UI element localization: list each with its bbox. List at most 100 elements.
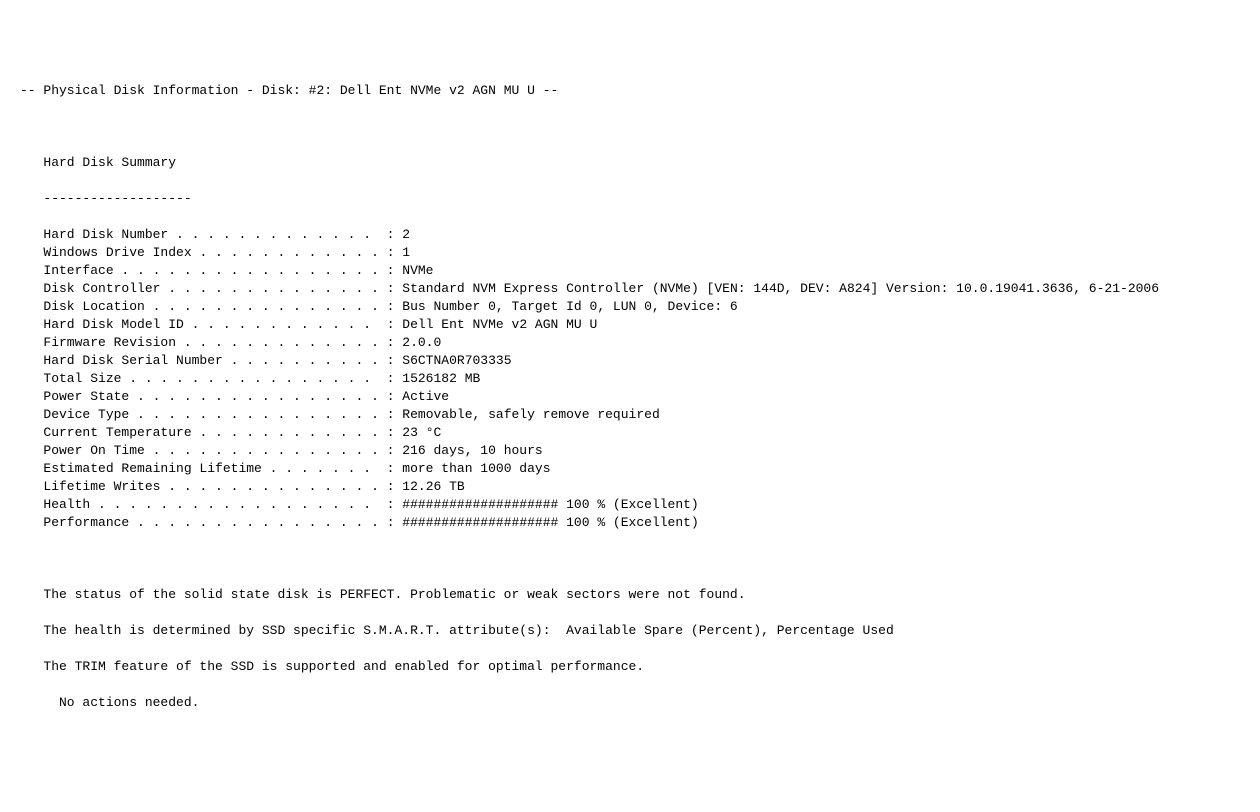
field-separator: : — [387, 281, 403, 296]
field-value: Dell Ent NVMe v2 AGN MU U — [402, 317, 597, 332]
field-separator: : — [387, 353, 403, 368]
field-value: #################### 100 % (Excellent) — [402, 515, 698, 530]
field-value: Active — [402, 389, 449, 404]
field-dots: . . . . . . . . . . . . . — [176, 335, 387, 350]
field-value: 1526182 MB — [402, 371, 480, 386]
field-row: Health . . . . . . . . . . . . . . . . .… — [20, 496, 1240, 514]
field-separator: : — [387, 407, 403, 422]
field-separator: : — [387, 497, 403, 512]
field-separator: : — [387, 515, 403, 530]
blank-line — [20, 118, 1240, 136]
field-value: 23 °C — [402, 425, 441, 440]
indent — [20, 245, 43, 260]
field-dots: . . . . . . . . . . . . . . — [160, 281, 386, 296]
field-value: 12.26 TB — [402, 479, 464, 494]
footer-line-2: The health is determined by SSD specific… — [20, 622, 1240, 640]
indent — [20, 497, 43, 512]
field-dots: . . . . . . . . . . . . — [184, 317, 387, 332]
field-value: Removable, safely remove required — [402, 407, 659, 422]
field-row: Hard Disk Number . . . . . . . . . . . .… — [20, 226, 1240, 244]
field-dots: . . . . . . . . . . . . . . . — [145, 443, 387, 458]
field-label: Performance — [43, 515, 129, 530]
field-dots: . . . . . . . . . . . . . . . . — [129, 515, 386, 530]
header-suffix: -- — [535, 83, 558, 98]
indent — [20, 479, 43, 494]
field-row: Performance . . . . . . . . . . . . . . … — [20, 514, 1240, 532]
indent — [20, 659, 43, 674]
indent — [20, 425, 43, 440]
footer-text: The TRIM feature of the SSD is supported… — [43, 659, 644, 674]
field-row: Hard Disk Model ID . . . . . . . . . . .… — [20, 316, 1240, 334]
indent — [20, 281, 43, 296]
footer-line-1: The status of the solid state disk is PE… — [20, 586, 1240, 604]
field-dots: . . . . . . . . . . . . . — [168, 227, 386, 242]
field-dots: . . . . . . . . . . — [223, 353, 387, 368]
field-value: 2 — [402, 227, 410, 242]
field-row: Total Size . . . . . . . . . . . . . . .… — [20, 370, 1240, 388]
section-title: Hard Disk Summary — [43, 155, 176, 170]
field-row: Disk Location . . . . . . . . . . . . . … — [20, 298, 1240, 316]
indent — [20, 443, 43, 458]
field-label: Current Temperature — [43, 425, 191, 440]
field-value: NVMe — [402, 263, 433, 278]
field-label: Disk Location — [43, 299, 144, 314]
blank-line — [20, 550, 1240, 568]
field-separator: : — [387, 299, 403, 314]
field-dots: . . . . . . . . . . . . . . . . — [129, 389, 386, 404]
field-label: Hard Disk Model ID — [43, 317, 183, 332]
field-label: Hard Disk Number — [43, 227, 168, 242]
indent — [20, 191, 43, 206]
field-separator: : — [387, 425, 403, 440]
field-row: Interface . . . . . . . . . . . . . . . … — [20, 262, 1240, 280]
section-title-line: Hard Disk Summary — [20, 154, 1240, 172]
field-separator: : — [387, 443, 403, 458]
field-dots: . . . . . . . . . . . . — [192, 425, 387, 440]
field-row: Device Type . . . . . . . . . . . . . . … — [20, 406, 1240, 424]
field-separator: : — [387, 245, 403, 260]
field-label: Power On Time — [43, 443, 144, 458]
footer-line-3: The TRIM feature of the SSD is supported… — [20, 658, 1240, 676]
field-value: more than 1000 days — [402, 461, 550, 476]
field-separator: : — [387, 389, 403, 404]
section-underline-line: ------------------- — [20, 190, 1240, 208]
field-dots: . . . . . . . . . . . . . . . . — [129, 407, 386, 422]
field-row: Power On Time . . . . . . . . . . . . . … — [20, 442, 1240, 460]
field-dots: . . . . . . . — [262, 461, 387, 476]
field-value: 216 days, 10 hours — [402, 443, 542, 458]
indent — [20, 299, 43, 314]
field-label: Interface — [43, 263, 113, 278]
field-label: Device Type — [43, 407, 129, 422]
field-dots: . . . . . . . . . . . . — [192, 245, 387, 260]
field-label: Windows Drive Index — [43, 245, 191, 260]
field-row: Lifetime Writes . . . . . . . . . . . . … — [20, 478, 1240, 496]
field-label: Power State — [43, 389, 129, 404]
indent — [20, 407, 43, 422]
indent — [20, 587, 43, 602]
field-row: Windows Drive Index . . . . . . . . . . … — [20, 244, 1240, 262]
footer-text: The health is determined by SSD specific… — [43, 623, 893, 638]
field-label: Lifetime Writes — [43, 479, 160, 494]
field-value: 2.0.0 — [402, 335, 441, 350]
field-label: Estimated Remaining Lifetime — [43, 461, 261, 476]
indent — [20, 515, 43, 530]
indent — [20, 353, 43, 368]
footer-line-4: No actions needed. — [20, 694, 1240, 712]
indent — [20, 227, 43, 242]
field-value: #################### 100 % (Excellent) — [402, 497, 698, 512]
header-disk-id: #2: Dell Ent NVMe v2 AGN MU U — [309, 83, 535, 98]
indent — [20, 371, 43, 386]
indent — [20, 389, 43, 404]
section-underline: ------------------- — [43, 191, 191, 206]
field-dots: . . . . . . . . . . . . . . — [160, 479, 386, 494]
field-row: Disk Controller . . . . . . . . . . . . … — [20, 280, 1240, 298]
field-separator: : — [387, 263, 403, 278]
indent — [20, 155, 43, 170]
field-dots: . . . . . . . . . . . . . . . . . — [114, 263, 387, 278]
footer-text: The status of the solid state disk is PE… — [43, 587, 745, 602]
field-separator: : — [387, 479, 403, 494]
field-value: Standard NVM Express Controller (NVMe) [… — [402, 281, 1159, 296]
field-row: Power State . . . . . . . . . . . . . . … — [20, 388, 1240, 406]
field-row: Current Temperature . . . . . . . . . . … — [20, 424, 1240, 442]
indent — [20, 461, 43, 476]
field-dots: . . . . . . . . . . . . . . . . — [121, 371, 386, 386]
